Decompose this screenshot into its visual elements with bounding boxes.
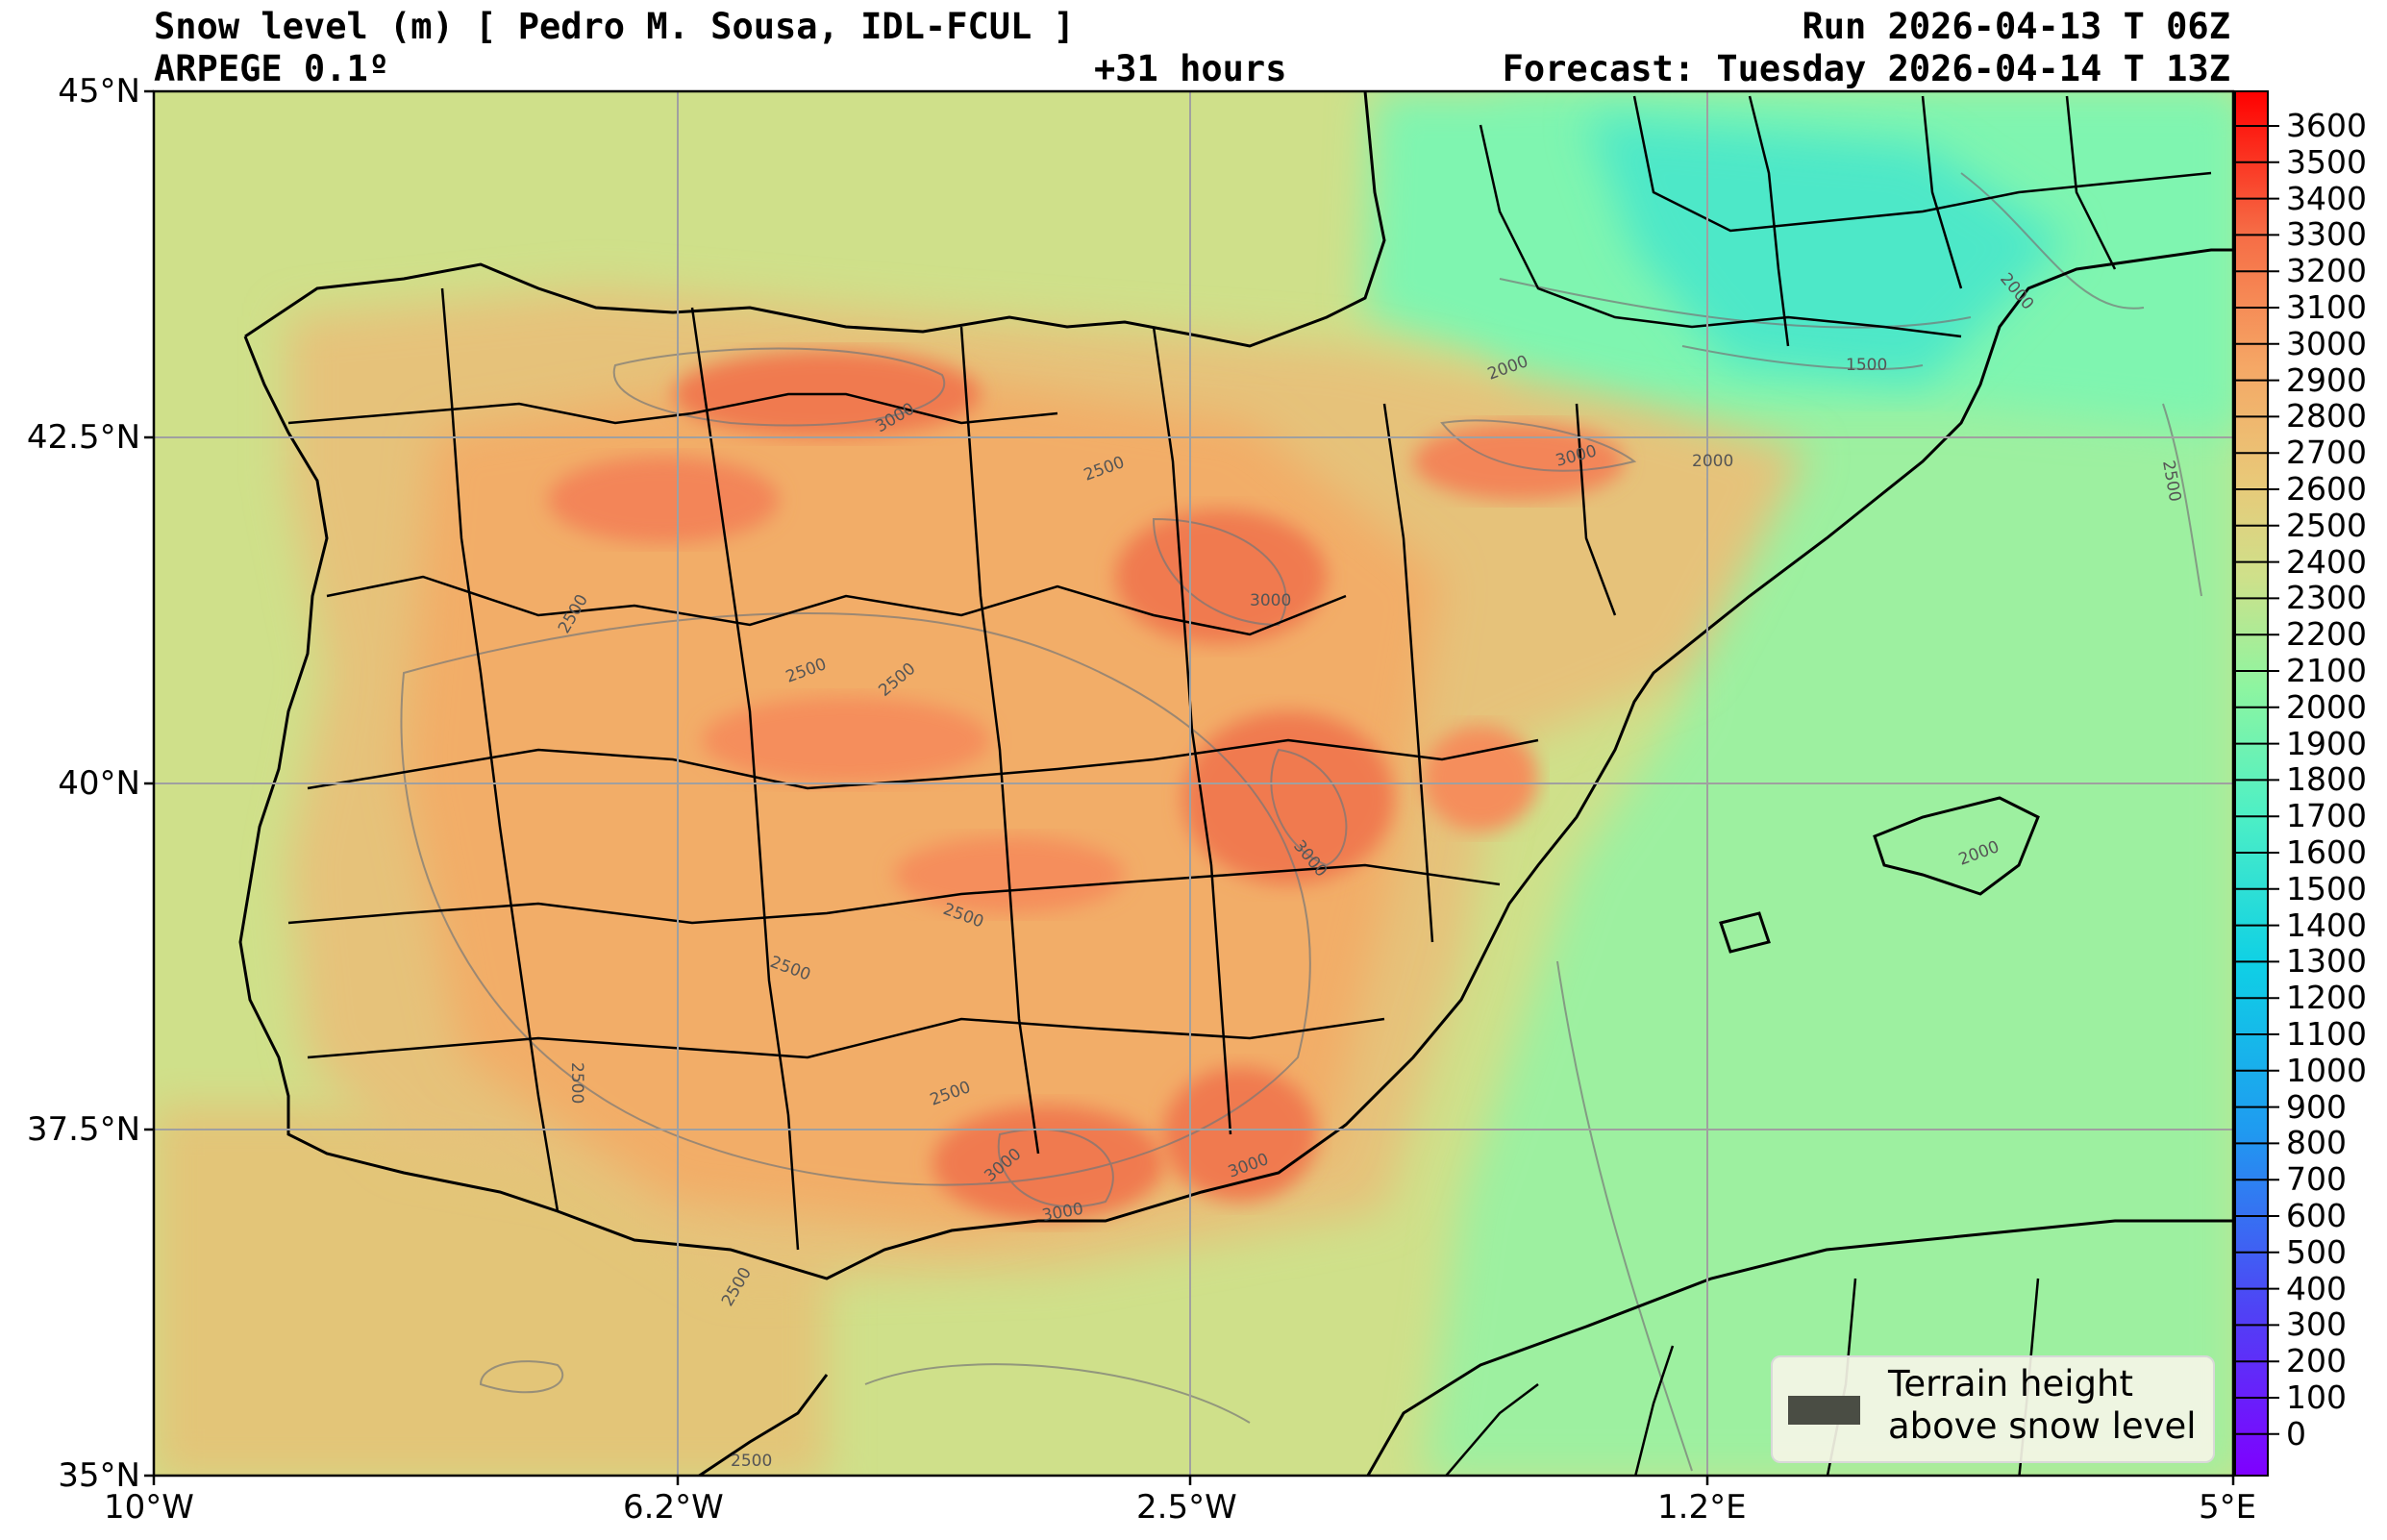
colorbar-label: 1400 (2286, 906, 2367, 944)
colorbar-label: 1100 (2286, 1015, 2367, 1053)
colorbar (2235, 91, 2268, 1476)
hotspot-sierra-nevada (932, 1105, 1163, 1221)
colorbar-label: 900 (2286, 1087, 2347, 1126)
colorbar-label: 3300 (2286, 215, 2367, 254)
colorbar-label: 600 (2286, 1197, 2347, 1234)
contour-label: 2500 (731, 1452, 772, 1471)
colorbar-label: 3000 (2286, 324, 2367, 362)
colorbar-label: 2400 (2286, 542, 2367, 581)
colorbar-label: 1500 (2286, 869, 2367, 907)
lon-label-6-2w: 6.2°W (623, 1488, 724, 1527)
contour-label: 2000 (1692, 452, 1733, 471)
colorbar-label: 1300 (2286, 942, 2367, 981)
legend-box: Terrain height above snow level (1771, 1355, 2215, 1463)
contour-label: 3000 (1250, 591, 1291, 610)
lon-label-2-5w: 2.5°W (1136, 1488, 1237, 1527)
colorbar-label: 300 (2286, 1305, 2347, 1344)
colorbar-label: 2300 (2286, 579, 2367, 617)
colorbar-label: 2000 (2286, 687, 2367, 726)
graticule (154, 91, 2233, 1476)
colorbar-label: 3600 (2286, 107, 2367, 144)
hotspot-segura (1163, 1067, 1317, 1202)
colorbar-label: 1700 (2286, 797, 2367, 835)
colorbar-label: 2600 (2286, 470, 2367, 508)
lat-label-40: 40°N (58, 764, 140, 803)
contour-lines (400, 172, 2202, 1472)
colorbar-label: 3200 (2286, 252, 2367, 290)
lead-time: +31 hours (1094, 48, 1287, 89)
colorbar-label: 1900 (2286, 724, 2367, 762)
regional-borders (287, 95, 2212, 1476)
colorbar-label: 1000 (2286, 1051, 2367, 1089)
coastlines (238, 91, 2233, 1476)
colorbar-label: 1200 (2286, 979, 2367, 1017)
colorbar-ticks (2234, 90, 2279, 1477)
hotspot-pyrenees (1413, 423, 1625, 500)
colorbar-label: 100 (2286, 1379, 2347, 1416)
colorbar-label: 1800 (2286, 760, 2367, 799)
lon-label-5e: 5°E (2199, 1488, 2257, 1527)
run-time: Run 2026-04-13 T 06Z (1802, 6, 2230, 47)
colorbar-label: 2700 (2286, 434, 2367, 472)
colorbar-label: 2500 (2286, 506, 2367, 544)
legend-line1: Terrain height (1888, 1363, 2133, 1404)
hotspot-cuenca (1182, 711, 1394, 884)
colorbar-label: 800 (2286, 1124, 2347, 1162)
lon-label-1-2e: 1.2°E (1657, 1488, 1747, 1527)
hotspot-central (702, 697, 990, 783)
hotspot-leon (548, 457, 779, 543)
colorbar-label: 3100 (2286, 288, 2367, 326)
lat-label-37-5: 37.5°N (26, 1110, 140, 1149)
colorbar-label: 2900 (2286, 360, 2367, 399)
lat-label-45: 45°N (58, 72, 140, 111)
lon-label-10w: 10°W (104, 1488, 194, 1527)
colorbar-label: 2200 (2286, 615, 2367, 654)
hotspot-castellon (1423, 726, 1538, 832)
lat-label-35: 35°N (58, 1456, 140, 1495)
colorbar-label: 200 (2286, 1342, 2347, 1380)
colorbar-label: 700 (2286, 1160, 2347, 1199)
colorbar-label: 400 (2286, 1269, 2347, 1307)
lat-label-42-5: 42.5°N (26, 418, 140, 457)
colorbar-label: 3500 (2286, 142, 2367, 181)
map-field (154, 91, 2233, 1476)
colorbar-frame (2234, 90, 2269, 1477)
colorbar-label: 2100 (2286, 652, 2367, 689)
colorbar-label: 0 (2286, 1414, 2306, 1453)
hotspot-iberian (1115, 509, 1327, 644)
contour-label: 2500 (567, 1062, 586, 1104)
colorbar-label: 3400 (2286, 179, 2367, 217)
colorbar-label: 1600 (2286, 833, 2367, 871)
contour-label: 1500 (1846, 356, 1887, 375)
map-title: Snow level (m) [ Pedro M. Sousa, IDL-FCU… (154, 6, 1075, 47)
model-name: ARPEGE 0.1º (154, 48, 390, 89)
colorbar-label: 500 (2286, 1232, 2347, 1271)
terrain-swatch (1788, 1396, 1860, 1425)
colorbar-label: 2800 (2286, 397, 2367, 435)
forecast-time: Forecast: Tuesday 2026-04-14 T 13Z (1502, 48, 2230, 89)
axis-ticks (144, 89, 2235, 1485)
legend-line2: above snow level (1888, 1405, 2197, 1447)
